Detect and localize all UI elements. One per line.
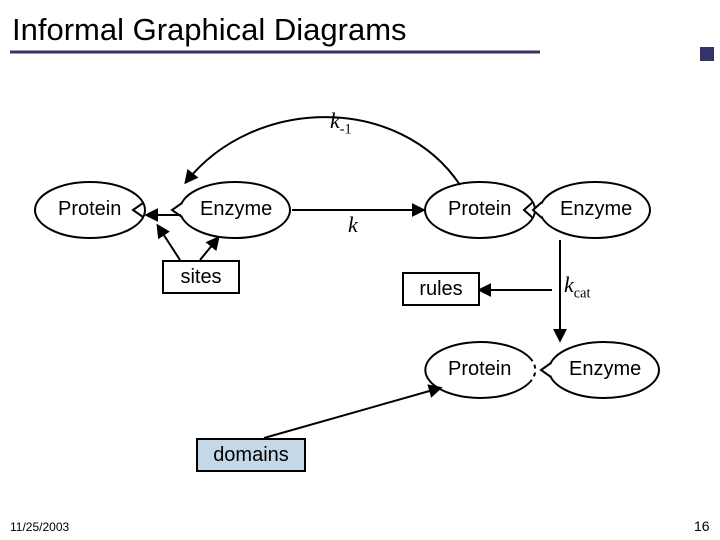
label-protein-2: Protein	[448, 198, 511, 221]
label-protein-1: Protein	[58, 198, 121, 221]
box-rules: rules	[402, 272, 480, 306]
accent-square	[700, 47, 714, 61]
label-protein-3: Protein	[448, 358, 511, 381]
rate-kcat: kcat	[564, 272, 590, 302]
rate-k-minus-1: k-1	[330, 108, 352, 138]
box-rules-text: rules	[419, 278, 462, 301]
label-enzyme-2: Enzyme	[560, 198, 632, 221]
label-enzyme-3: Enzyme	[569, 358, 641, 381]
arrow-sites-to-enzyme	[200, 238, 218, 260]
box-sites-text: sites	[180, 266, 221, 289]
box-sites: sites	[162, 260, 240, 294]
diagram-canvas	[0, 0, 720, 540]
label-enzyme-1: Enzyme	[200, 198, 272, 221]
rate-k: k	[348, 212, 358, 238]
arrow-sites-to-notch	[158, 226, 180, 260]
arrow-k-minus-1	[186, 117, 460, 185]
footer-date: 11/25/2003	[10, 520, 69, 534]
box-domains-text: domains	[213, 444, 289, 467]
page-title: Informal Graphical Diagrams	[12, 12, 407, 48]
arrow-domains-up	[264, 388, 440, 438]
footer-page-number: 16	[694, 518, 710, 534]
box-domains: domains	[196, 438, 306, 472]
slide: { "slide": { "title": "Informal Graphica…	[0, 0, 720, 540]
